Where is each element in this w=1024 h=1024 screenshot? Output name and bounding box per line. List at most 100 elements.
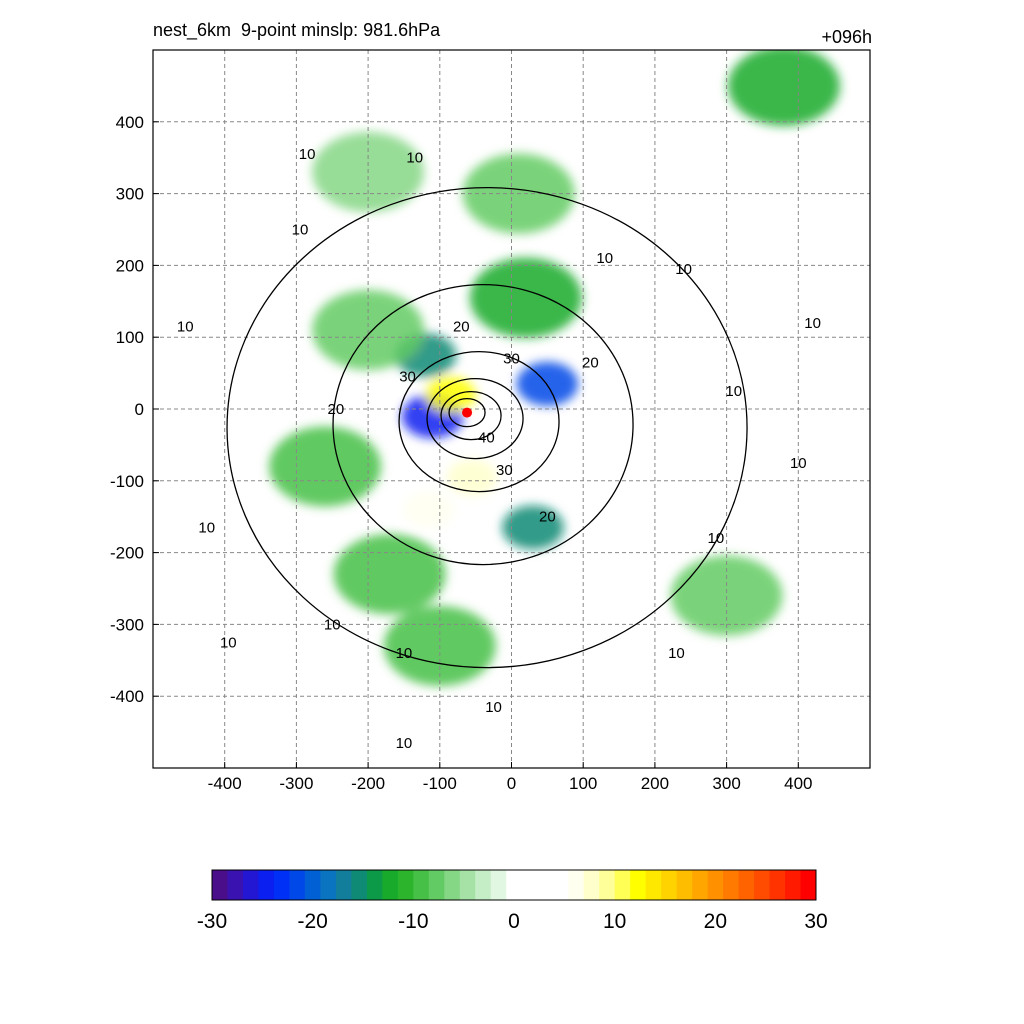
- x-tick-label-6: 200: [641, 774, 669, 793]
- colorbar-swatch-0: [212, 870, 228, 900]
- field-feature-3: [446, 459, 498, 496]
- colorbar-swatch-16: [459, 870, 476, 900]
- colorbar-tick-label-4: 10: [603, 910, 626, 933]
- field-feature-10: [333, 534, 446, 615]
- y-tick-label-7: -300: [110, 615, 144, 634]
- colorbar-swatch-18: [490, 870, 507, 900]
- colorbar-swatch-19: [506, 870, 523, 900]
- x-tick-label-0: -400: [208, 774, 242, 793]
- center-dot: [462, 407, 473, 418]
- chart-title: nest_6km 9-point minslp: 981.6hPa: [153, 20, 441, 40]
- y-tick-label-2: 200: [116, 256, 144, 275]
- field-feature-9: [269, 426, 382, 507]
- y-tick-label-5: -100: [110, 472, 144, 491]
- contour-label-12: 10: [324, 616, 341, 633]
- contour-label-13: 10: [396, 645, 413, 662]
- contour-label-0: 10: [299, 146, 316, 163]
- storm-center-marker: [462, 407, 473, 418]
- contour-ring-5: [226, 186, 748, 669]
- x-tick-label-5: 100: [569, 774, 597, 793]
- field-feature-7: [469, 257, 582, 338]
- colorbar-swatch-23: [568, 870, 585, 900]
- field-feature-13: [727, 50, 840, 126]
- contour-label-4: 10: [596, 250, 613, 267]
- contour-label-11: 10: [220, 634, 237, 651]
- x-tick-label-1: -300: [279, 774, 313, 793]
- colorbar-swatch-22: [552, 870, 569, 900]
- colorbar-swatch-5: [289, 870, 306, 900]
- colorbar-frame: [211, 869, 817, 901]
- colorbar-swatch-28: [645, 870, 662, 900]
- y-tick-label-0: 400: [116, 113, 144, 132]
- contour-label-5: 10: [675, 261, 692, 278]
- contour-ring-2: [426, 377, 524, 460]
- colorbar-swatch-2: [242, 870, 259, 900]
- y-tick-label-8: -400: [110, 687, 144, 706]
- colorbar-swatch-35: [754, 870, 771, 900]
- colorbar-swatch-27: [630, 870, 647, 900]
- colorbar-tick-label-0: -30: [197, 910, 227, 933]
- contour-label-2: 10: [292, 222, 309, 239]
- x-axis: -400 -300 -200 -100 0 100 200 300 400: [208, 762, 812, 793]
- contour-label-21: 30: [503, 351, 520, 368]
- contour-label-14: 10: [485, 699, 502, 716]
- field-feature-0: [516, 361, 579, 406]
- contour-ring-1: [440, 390, 502, 441]
- colorbar-swatch-7: [320, 870, 337, 900]
- contour-ring-0: [448, 397, 486, 428]
- colorbar-swatch-6: [304, 870, 321, 900]
- colorbar-swatch-1: [227, 870, 244, 900]
- colorbar-tick-label-3: 0: [508, 910, 520, 933]
- contour-label-17: 20: [453, 318, 470, 335]
- colorbar-swatch-31: [692, 870, 709, 900]
- y-tick-label-3: 100: [116, 328, 144, 347]
- x-tick-label-3: -100: [423, 774, 457, 793]
- contour-label-20: 20: [539, 509, 556, 526]
- contour-lines: [226, 186, 748, 669]
- contour-label-6: 10: [804, 315, 821, 332]
- contour-label-8: 10: [790, 455, 807, 472]
- colorbar-swatch-32: [707, 870, 724, 900]
- y-axis: 400 300 200 100 0 -100 -200 -300 -400: [110, 113, 159, 706]
- colorbar-swatch-17: [475, 870, 492, 900]
- colorbar-swatch-8: [335, 870, 352, 900]
- colorbar-swatch-34: [738, 870, 755, 900]
- shaded-field: [269, 50, 840, 686]
- colorbar-swatch-11: [382, 870, 399, 900]
- grid-lines: [153, 50, 870, 768]
- colorbar-swatch-14: [428, 870, 445, 900]
- contour-label-7: 10: [725, 383, 742, 400]
- contour-label-10: 10: [198, 519, 215, 536]
- colorbar-swatch-29: [661, 870, 678, 900]
- field-feature-5: [502, 505, 564, 550]
- forecast-hour-label: +096h: [821, 27, 872, 47]
- contour-label-23: 30: [496, 462, 513, 479]
- colorbar-swatch-3: [258, 870, 275, 900]
- colorbar-swatch-4: [273, 870, 290, 900]
- contour-label-19: 20: [327, 401, 344, 418]
- colorbar-tick-label-1: -20: [297, 910, 327, 933]
- colorbar-swatch-9: [351, 870, 368, 900]
- colorbar: -30 -20 -10 0 10 20 30: [197, 869, 828, 933]
- colorbar-swatch-33: [723, 870, 740, 900]
- colorbar-swatch-36: [769, 870, 786, 900]
- contour-label-15: 10: [396, 735, 413, 752]
- colorbar-tick-label-5: 20: [704, 910, 727, 933]
- y-tick-label-1: 300: [116, 185, 144, 204]
- colorbar-swatch-21: [537, 870, 554, 900]
- field-feature-2: [425, 376, 476, 413]
- y-tick-label-4: 0: [135, 400, 144, 419]
- contour-label-1: 10: [406, 150, 423, 167]
- colorbar-tick-label-2: -10: [398, 910, 428, 933]
- field-feature-4: [403, 491, 455, 528]
- contour-label-18: 20: [582, 354, 599, 371]
- y-tick-label-6: -200: [110, 544, 144, 563]
- contour-ring-3: [398, 350, 560, 493]
- colorbar-swatch-25: [599, 870, 616, 900]
- contour-label-9: 10: [708, 530, 725, 547]
- colorbar-swatch-12: [397, 870, 414, 900]
- colorbar-swatch-26: [614, 870, 631, 900]
- contour-label-3: 10: [177, 318, 194, 335]
- colorbar-swatch-10: [366, 870, 383, 900]
